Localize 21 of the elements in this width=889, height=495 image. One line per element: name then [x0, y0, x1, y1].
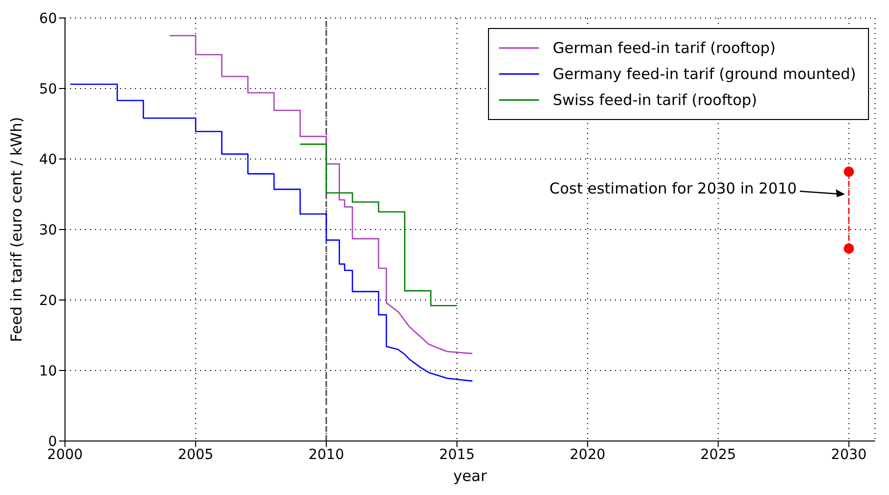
y-tick-label: 10: [39, 363, 57, 380]
y-tick-label: 50: [39, 81, 57, 98]
x-tick-label: 2030: [831, 446, 867, 463]
line-series: [168, 34, 473, 354]
x-tick-label: 2010: [308, 446, 344, 463]
x-tick-label: 2015: [439, 446, 475, 463]
annotation: Cost estimation for 2030 in 2010: [549, 179, 797, 198]
legend-label: Swiss feed-in tarif (rooftop): [552, 91, 758, 109]
line-series: [300, 144, 458, 306]
legend-label: German feed-in tarif (rooftop): [552, 39, 776, 57]
y-tick-label: 40: [39, 152, 57, 168]
x-axis-title: year: [453, 467, 488, 485]
y-tick-label: 20: [39, 292, 57, 309]
y-tick-label: 60: [39, 10, 57, 27]
line-series: [70, 84, 473, 382]
x-tick-label: 2005: [178, 446, 214, 463]
x-tick-label: 2025: [700, 446, 736, 463]
y-axis-title: Feed in tarif (euro cent / kWh): [7, 116, 26, 342]
legend-label: Germany feed-in tarif (ground mounted): [552, 65, 856, 83]
x-tick-label: 2020: [570, 446, 606, 463]
y-tick-label: 30: [39, 222, 57, 238]
